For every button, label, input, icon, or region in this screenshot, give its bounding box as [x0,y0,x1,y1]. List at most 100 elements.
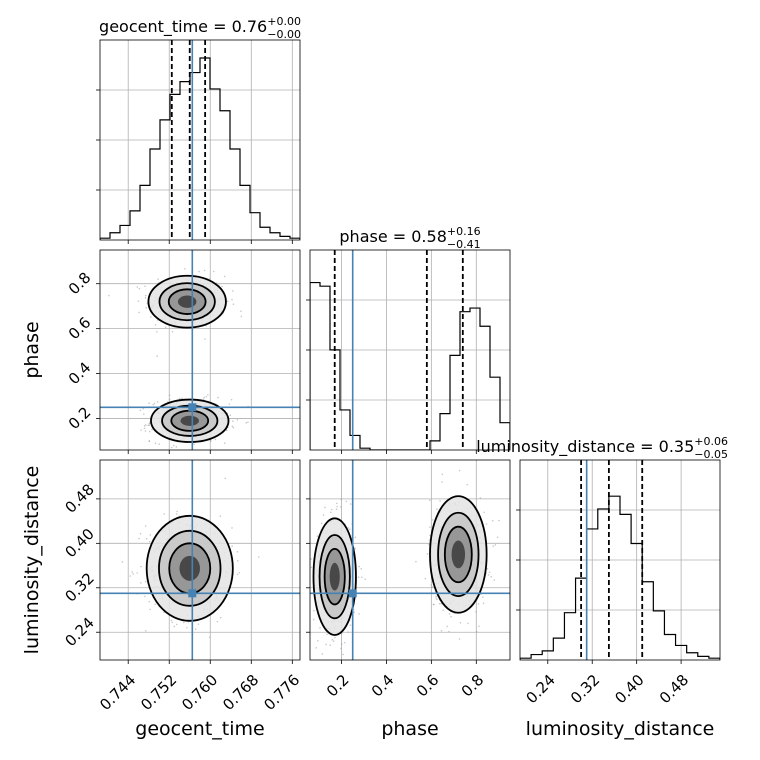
sample-point [144,294,147,297]
hist-line-luminosity_distance [520,495,720,660]
sample-point [458,638,461,640]
sample-point [479,497,482,499]
sample-point [433,603,435,606]
sample-point [436,598,438,601]
sample-point [440,629,443,632]
sample-point [232,303,235,306]
sample-point [144,595,146,598]
contour-line [323,547,346,606]
density-level [451,540,466,569]
sample-point [354,547,356,550]
sample-point [145,306,148,309]
sample-point [178,397,181,400]
contour-line [318,534,351,620]
sample-point [415,560,417,563]
hist-bar [470,308,480,450]
hist-bar [350,435,360,450]
sample-point [184,267,186,270]
sample-point [215,452,217,454]
sample-point [332,640,335,642]
sample-point [168,398,171,401]
sample-point [240,310,242,312]
hist-bar [210,89,220,240]
x-tick-label: 0.24 [523,671,559,707]
sample-point [145,424,147,426]
sample-point [426,553,429,555]
sample-point [236,550,239,553]
panel-luminosity_distance_vs_phase [309,459,511,661]
sample-point [349,624,352,626]
sample-point [212,270,215,273]
sample-point [170,446,173,449]
sample-point [438,602,441,605]
sample-point [360,568,363,570]
sample-point [156,401,159,403]
sample-point [335,508,338,510]
sample-point [446,625,449,628]
contour-line [158,282,216,322]
sample-point [336,505,338,508]
sample-point [459,622,462,624]
y-axis-label-luminosity_distance: luminosity_distance [21,466,43,655]
x-tick-label: 0.768 [219,671,262,714]
hist-bar [564,613,575,660]
sample-point [138,311,140,314]
sample-point [203,396,205,399]
sample-point [238,571,241,574]
sample-point [435,597,437,599]
sample-point [236,560,239,562]
sample-point [173,625,176,628]
sample-point [194,628,197,630]
title-minus: −0.00 [267,28,301,41]
sample-point [231,527,233,529]
sample-point [171,621,174,624]
x-tick-label: 0.8 [458,671,488,701]
sample-point [156,330,158,333]
sample-point [144,297,147,299]
sample-point [236,573,239,576]
panel-frame [99,459,301,661]
x-axis-label-geocent_time: geocent_time [135,718,264,740]
sample-point [138,287,141,290]
sample-point [208,636,211,639]
sample-point [149,534,152,536]
sample-point [315,647,317,649]
y-tick-label: 0.8 [65,269,95,299]
sample-point [154,442,157,444]
sample-point [488,571,491,574]
title-minus: −0.05 [694,448,728,461]
sample-point [478,625,480,628]
contour-line [443,525,473,584]
panels [96,39,721,664]
truth-marker [188,589,197,598]
hist-line-phase [310,281,510,450]
sample-point [198,270,200,273]
sample-point [144,430,147,432]
hist-bar [220,111,230,240]
panel-content [310,460,510,660]
sample-point [224,477,227,480]
sample-point [310,558,312,560]
sample-point [320,522,323,525]
sample-point [319,627,321,629]
sample-point [358,565,360,568]
sample-point [232,426,235,429]
sample-point [441,481,443,483]
hist-line-geocent_time [100,57,300,240]
title-plus: +0.06 [694,435,728,448]
sample-point [245,422,248,424]
sample-point [148,422,151,425]
sample-point [219,616,222,619]
sample-point [223,275,226,278]
hist-bar [664,635,675,660]
sample-point [435,595,437,598]
y-tick-label: 0.48 [61,480,97,516]
title-main: geocent_time = 0.76 [99,17,267,37]
title-main: luminosity_distance = 0.35 [476,437,694,457]
sample-point [353,611,355,614]
sample-point [230,398,233,401]
sample-point [430,584,432,586]
hist-panel-luminosity_distance [516,459,721,661]
sample-point [345,500,348,503]
